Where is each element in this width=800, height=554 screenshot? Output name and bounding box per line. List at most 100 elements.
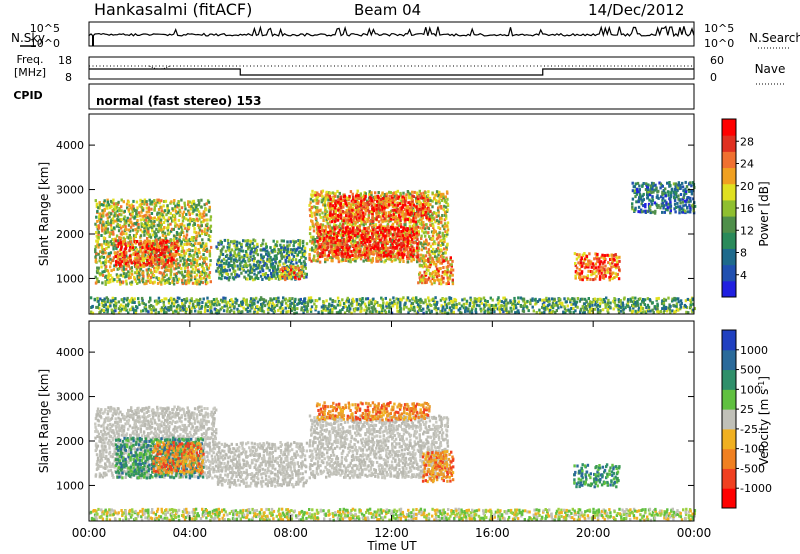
- power-cell: [420, 237, 423, 240]
- date-title: 14/Dec/2012: [588, 1, 684, 19]
- power-cell: [358, 226, 361, 230]
- power-cell: [378, 211, 381, 215]
- power-cell: [131, 215, 134, 219]
- power-cell: [414, 249, 417, 253]
- power-cell: [399, 258, 402, 262]
- power-cell: [166, 248, 169, 252]
- power-cell: [301, 267, 304, 270]
- power-cell: [220, 277, 223, 281]
- power-cell: [333, 229, 336, 233]
- power-cell: [673, 192, 676, 196]
- power-cell: [394, 215, 398, 219]
- power-cell: [365, 227, 369, 231]
- power-cell: [337, 206, 341, 210]
- power-cell: [120, 209, 123, 213]
- power-cell: [181, 282, 184, 286]
- power-cell: [98, 218, 101, 222]
- power-cell: [585, 265, 588, 269]
- power-cell: [389, 203, 392, 207]
- power-cell: [391, 242, 394, 246]
- power-cell: [311, 189, 314, 193]
- power-cell: [259, 309, 262, 312]
- power-cell: [189, 207, 193, 211]
- power-cell: [149, 235, 153, 239]
- power-cell: [440, 239, 443, 242]
- power-cell: [426, 209, 429, 213]
- power-cell: [401, 211, 405, 215]
- power-cell: [273, 309, 277, 313]
- power-cell: [283, 267, 287, 271]
- power-cell: [246, 277, 249, 281]
- power-cell: [143, 202, 146, 206]
- power-cell: [382, 196, 385, 200]
- power-cell: [336, 195, 340, 199]
- power-cell: [371, 216, 375, 220]
- power-cell: [667, 190, 670, 194]
- power-cell: [260, 306, 264, 310]
- power-cell: [170, 259, 173, 263]
- power-cell: [415, 231, 418, 235]
- power-cell: [586, 274, 590, 278]
- power-cell: [311, 248, 314, 252]
- power-cell: [102, 236, 106, 240]
- power-cell: [603, 257, 606, 261]
- power-cell: [325, 234, 329, 238]
- power-cell: [429, 203, 432, 207]
- power-cell: [182, 249, 186, 253]
- power-cell: [393, 227, 397, 231]
- power-cell: [677, 183, 680, 187]
- power-cell: [670, 187, 674, 191]
- power-cell: [412, 233, 416, 236]
- power-cell: [344, 255, 347, 259]
- power-cell: [677, 197, 680, 201]
- power-cell: [431, 191, 434, 195]
- power-cell: [100, 261, 103, 265]
- power-cell: [224, 296, 227, 300]
- power-cell: [588, 252, 591, 256]
- power-cell: [350, 220, 353, 224]
- power-cell: [164, 245, 167, 249]
- power-cell: [578, 253, 581, 257]
- power-cell: [227, 248, 231, 252]
- power-cell: [131, 305, 134, 309]
- power-cell: [673, 199, 677, 203]
- power-cell: [443, 225, 446, 229]
- power-cell: [191, 304, 195, 308]
- power-cell: [135, 231, 138, 235]
- power-cell: [160, 266, 164, 270]
- power-cell: [175, 253, 178, 257]
- power-cell: [435, 267, 439, 271]
- power-cell: [415, 227, 418, 231]
- power-cell: [204, 280, 207, 283]
- power-cell: [273, 303, 276, 307]
- power-cell: [116, 202, 120, 206]
- power-cell: [325, 230, 328, 234]
- power-cell: [397, 213, 401, 217]
- power-cell: [141, 256, 144, 260]
- power-cell: [266, 274, 270, 277]
- power-cell: [399, 223, 403, 226]
- power-cell: [172, 247, 175, 251]
- power-cell: [416, 253, 419, 257]
- power-cell: [648, 198, 651, 202]
- power-cell: [185, 217, 188, 221]
- power-cell: [230, 308, 233, 312]
- power-cell: [221, 253, 225, 256]
- power-cell: [296, 273, 299, 277]
- power-cell: [177, 203, 180, 207]
- power-cell: [428, 214, 432, 218]
- power-cell: [159, 256, 162, 260]
- power-cell: [417, 213, 420, 217]
- power-cell: [188, 248, 191, 252]
- power-cell: [442, 194, 445, 198]
- power-cell: [170, 262, 173, 266]
- power-cell: [246, 303, 250, 307]
- power-cell: [440, 248, 443, 252]
- power-cell: [233, 244, 236, 248]
- power-cell: [241, 267, 244, 271]
- power-cell: [359, 214, 362, 218]
- power-cell: [597, 265, 600, 269]
- power-cell: [201, 212, 204, 216]
- power-cell: [326, 217, 330, 221]
- power-cell: [364, 258, 368, 262]
